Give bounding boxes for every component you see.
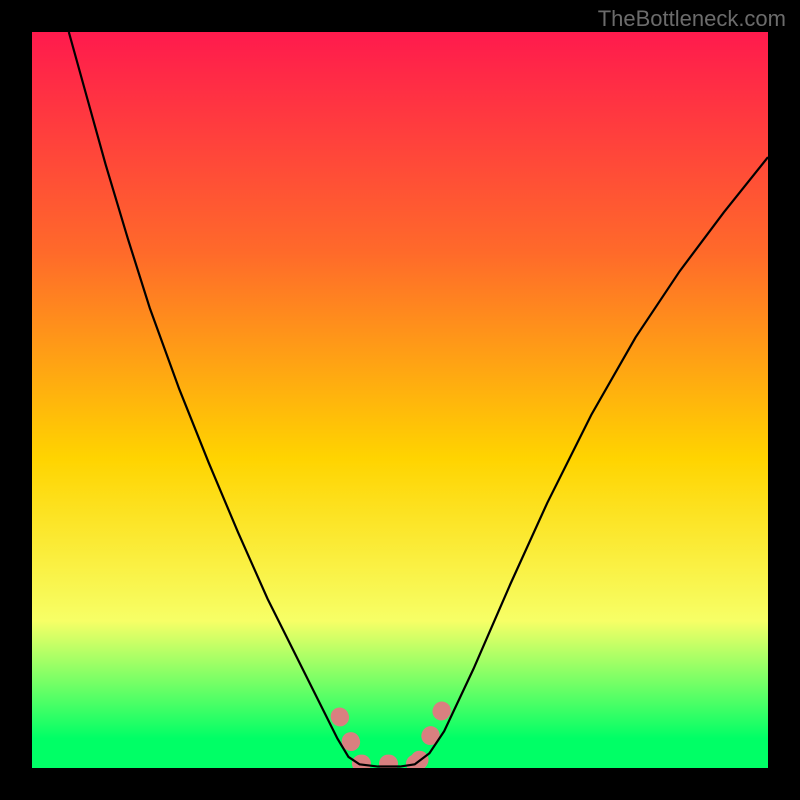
- chart-frame: TheBottleneck.com: [0, 0, 800, 800]
- watermark-text: TheBottleneck.com: [598, 6, 786, 32]
- plot-area: [32, 32, 768, 768]
- highlight-segment: [419, 705, 444, 760]
- highlight-segment: [340, 716, 360, 760]
- bottleneck-curve: [69, 32, 768, 767]
- curve-svg: [32, 32, 768, 768]
